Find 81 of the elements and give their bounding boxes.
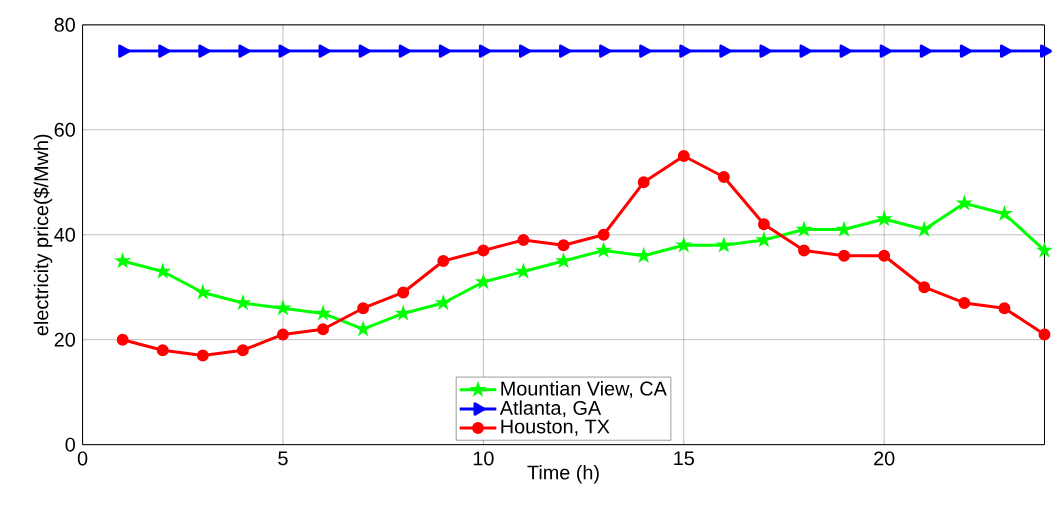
legend-label: Atlanta, GA <box>499 400 602 418</box>
point <box>838 249 851 262</box>
point <box>154 262 172 279</box>
point <box>795 220 813 237</box>
point <box>434 293 452 311</box>
point <box>679 44 692 58</box>
point <box>198 44 211 58</box>
point <box>278 44 291 58</box>
point <box>274 299 292 316</box>
point <box>918 281 931 294</box>
point <box>839 44 852 58</box>
point <box>597 228 610 241</box>
point <box>717 170 730 183</box>
x-tick-label: 5 <box>278 451 288 466</box>
x-tick-label: 10 <box>473 451 494 466</box>
point <box>879 44 892 58</box>
point <box>637 176 650 189</box>
x-tick-label: 15 <box>674 451 694 466</box>
point <box>318 44 331 58</box>
point <box>759 44 772 58</box>
point <box>517 233 530 246</box>
point <box>357 302 370 315</box>
point <box>478 44 491 58</box>
point <box>719 44 732 58</box>
y-tick-label: 0 <box>65 437 75 452</box>
point <box>277 328 289 341</box>
point <box>919 44 932 58</box>
x-axis-title: Time (h) <box>527 464 599 484</box>
point <box>998 302 1011 315</box>
point <box>394 304 412 321</box>
y-tick-label: 60 <box>54 122 75 137</box>
legend-label: Mountian View, CA <box>501 380 667 398</box>
x-tick-label: 0 <box>77 451 88 466</box>
point <box>835 220 853 237</box>
point <box>158 44 171 58</box>
point <box>156 344 169 357</box>
point <box>1035 241 1053 258</box>
point <box>757 218 770 231</box>
point <box>915 220 933 237</box>
y-tick-label: 40 <box>54 227 75 242</box>
point <box>999 44 1012 58</box>
point <box>959 44 972 58</box>
point <box>875 209 893 227</box>
point <box>118 44 131 58</box>
point <box>317 323 330 336</box>
point <box>677 149 690 162</box>
point <box>438 44 451 58</box>
point <box>477 244 490 257</box>
point <box>437 254 450 267</box>
point <box>116 333 129 346</box>
point <box>557 239 570 252</box>
point <box>599 44 612 58</box>
point <box>518 44 531 58</box>
point <box>675 236 693 253</box>
point <box>1040 44 1052 58</box>
point <box>397 286 410 299</box>
point <box>236 344 249 357</box>
point <box>194 283 212 300</box>
point <box>314 304 332 321</box>
point <box>114 251 132 269</box>
y-tick-label: 20 <box>54 332 75 347</box>
point <box>798 244 810 257</box>
point <box>559 44 571 58</box>
point <box>639 44 652 58</box>
point <box>354 320 372 337</box>
point <box>799 44 812 58</box>
point <box>196 349 209 362</box>
point <box>595 241 613 258</box>
point <box>958 296 971 309</box>
point <box>955 194 973 211</box>
point <box>878 249 891 262</box>
point <box>238 44 251 58</box>
point <box>358 44 371 58</box>
legend-label: Houston, TX <box>501 419 610 436</box>
point <box>715 236 733 253</box>
x-tick-label: 20 <box>874 451 895 466</box>
y-tick-label: 80 <box>54 17 75 32</box>
point <box>514 262 532 279</box>
y-axis-title: electricity price($/Mwh) <box>33 134 53 336</box>
point <box>398 44 411 58</box>
point <box>1038 328 1051 341</box>
